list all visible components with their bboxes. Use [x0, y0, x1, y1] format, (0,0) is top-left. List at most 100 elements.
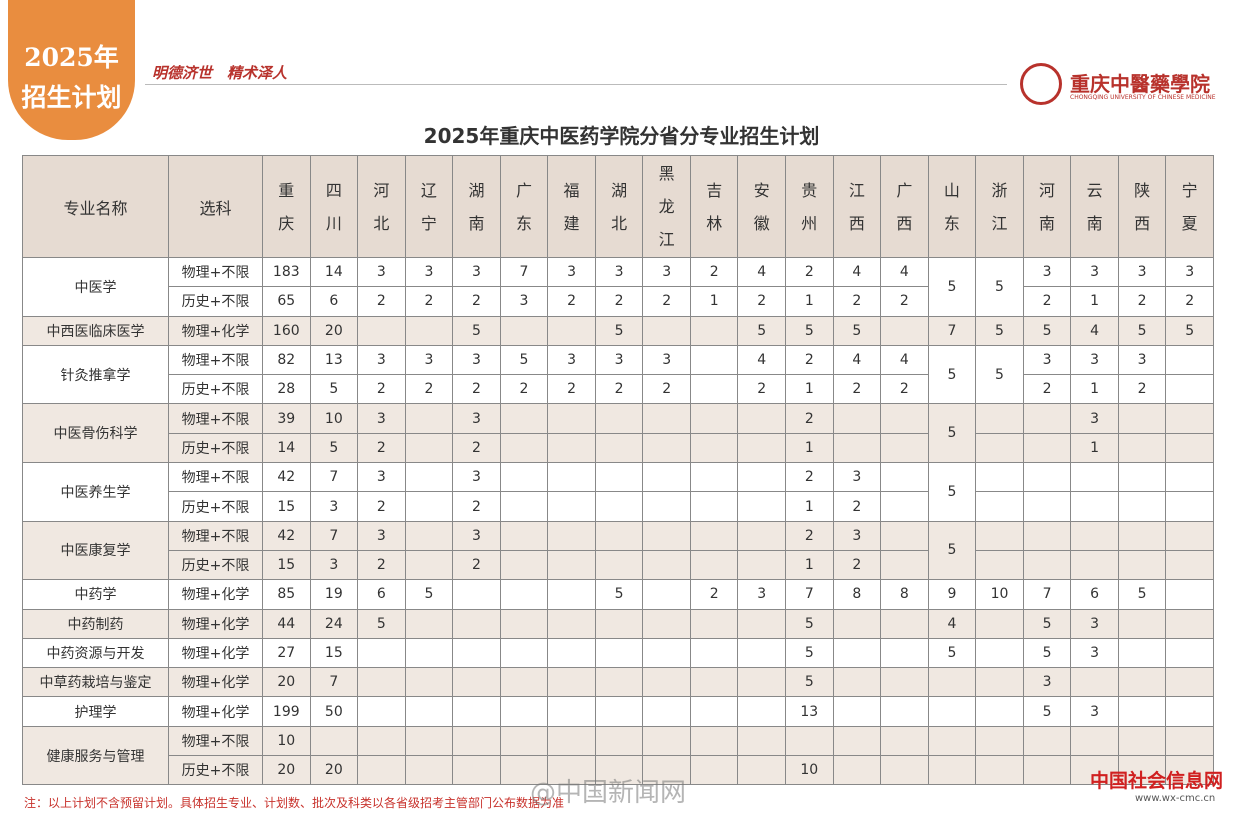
cell: [689, 432, 739, 464]
cell: [832, 755, 882, 786]
cell: [499, 725, 549, 757]
cell: [594, 491, 644, 522]
subject: 物理+不限: [168, 462, 263, 493]
cell: 5: [1022, 608, 1072, 639]
cell: 4: [832, 256, 882, 288]
subject: 物理+不限: [168, 256, 263, 288]
cell: [689, 725, 739, 757]
province: 山东: [943, 180, 960, 233]
cell: [1022, 725, 1072, 757]
cell: [975, 696, 1024, 727]
header-cell: 贵州: [785, 155, 834, 258]
cell: [880, 755, 929, 786]
major: 中医学: [22, 257, 169, 317]
cell: [689, 374, 739, 405]
row: 中药制药 物理+化学 44 24 5 5 4 5 3: [22, 608, 1214, 639]
cell: 15: [262, 549, 311, 581]
cell: [1117, 608, 1167, 639]
cell: 3: [499, 286, 549, 317]
title: 2025年重庆中医药学院分省分专业招生计划: [423, 124, 820, 148]
cell: 1: [785, 432, 834, 464]
cell: [452, 725, 501, 757]
cell: [1165, 491, 1214, 522]
subject: 物理+化学: [168, 667, 263, 698]
cell: 2: [737, 286, 787, 317]
rule: [145, 84, 1007, 85]
cell: [737, 608, 787, 639]
header-cell: 重庆: [262, 155, 311, 258]
cell: [452, 696, 501, 727]
cell: [689, 520, 739, 551]
major: 中药资源与开发: [22, 637, 169, 669]
cell: 2: [357, 432, 406, 464]
cell: 20: [262, 755, 311, 786]
header-cell: 江西: [832, 155, 882, 258]
cell: 5: [452, 315, 501, 346]
cell: [499, 315, 549, 346]
cell: [927, 696, 977, 727]
cell: 2: [594, 374, 644, 405]
cell: [547, 608, 596, 639]
subject: 历史+不限: [168, 432, 263, 464]
cell: 3: [1117, 256, 1167, 288]
cell: 5: [1022, 637, 1072, 669]
cell: [499, 491, 549, 522]
province: 福建: [563, 180, 580, 233]
cell: 82: [262, 344, 311, 376]
subject: 物理+不限: [168, 725, 263, 757]
cell: 5: [1022, 315, 1072, 346]
cell: [832, 637, 882, 669]
cell: [499, 608, 549, 639]
cell: [1070, 491, 1119, 522]
cell: 3: [452, 344, 501, 376]
cell: 1: [785, 549, 834, 581]
province: 陕西: [1134, 180, 1151, 233]
cell: 2: [1117, 286, 1167, 317]
cell: [357, 667, 406, 698]
cell: [1165, 520, 1214, 551]
cell: 3: [357, 462, 406, 493]
cell: 5: [357, 608, 406, 639]
cell: 3: [404, 256, 454, 288]
header-cell: 辽宁: [404, 155, 454, 258]
cell: [1022, 403, 1072, 434]
cell: [1117, 549, 1167, 581]
row: 护理学 物理+化学 199 50 13 5 3: [22, 696, 1214, 727]
subject: 历史+不限: [168, 374, 263, 405]
cell: [785, 725, 834, 757]
cell: [1165, 462, 1214, 493]
major: 中医养生学: [22, 462, 169, 522]
cell: [547, 520, 596, 551]
cell: 5: [594, 579, 644, 610]
header-cell: 专业名称: [22, 155, 169, 258]
cell: 3: [1070, 256, 1119, 288]
logo: [1020, 63, 1062, 105]
province: 河北: [373, 180, 390, 233]
cell: [547, 637, 596, 669]
cell: 3: [452, 403, 501, 434]
cell: 6: [357, 579, 406, 610]
cell: [880, 315, 929, 346]
cell: 2: [404, 286, 454, 317]
cell: [737, 403, 787, 434]
row: 历史+不限 20 20 10: [23, 755, 1214, 786]
cell: [1165, 608, 1214, 639]
cell: 5: [1022, 696, 1072, 727]
cell: [642, 315, 691, 346]
cell: [1165, 549, 1214, 581]
cell: 85: [262, 579, 311, 610]
cell: [594, 403, 644, 434]
row: 历史+不限 15 3 2 2 1 2: [23, 549, 1214, 581]
cell: [642, 725, 691, 757]
cell: [452, 667, 501, 698]
cell: [1165, 344, 1214, 376]
subject: 物理+化学: [168, 315, 263, 346]
cell: 15: [309, 637, 359, 669]
cell: [832, 667, 882, 698]
cell: [737, 667, 787, 698]
cell: 10: [309, 403, 359, 434]
cell: 39: [262, 403, 311, 434]
cell: [1117, 637, 1167, 669]
cell: 183: [262, 256, 311, 288]
